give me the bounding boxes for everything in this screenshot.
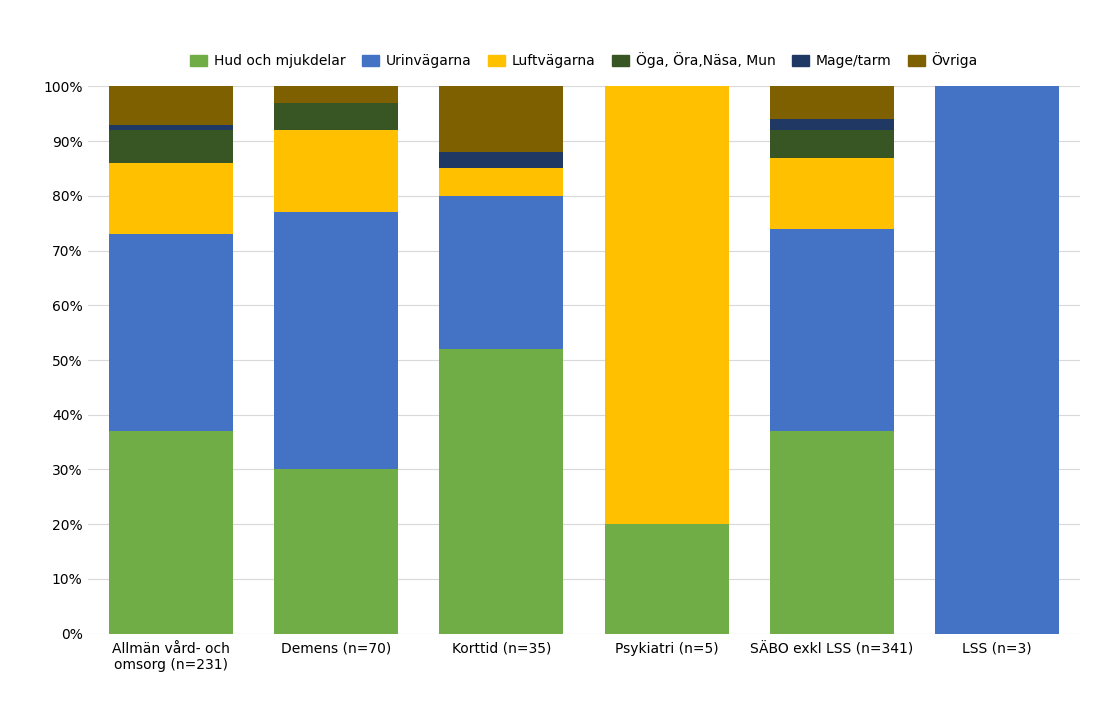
Bar: [274, 103, 398, 130]
Legend: Hud och mjukdelar, Urinvägarna, Luftvägarna, Öga, Öra,Näsa, Mun, Mage/tarm, Övri: Hud och mjukdelar, Urinvägarna, Luftväga…: [184, 47, 984, 74]
Bar: [440, 168, 563, 196]
Bar: [274, 130, 398, 212]
Bar: [274, 212, 398, 469]
Bar: [770, 130, 894, 158]
Bar: [109, 86, 233, 125]
Bar: [770, 120, 894, 130]
Bar: [274, 469, 398, 634]
Bar: [605, 524, 728, 634]
Bar: [109, 163, 233, 234]
Bar: [936, 86, 1059, 634]
Bar: [109, 234, 233, 431]
Bar: [605, 86, 728, 524]
Bar: [109, 125, 233, 130]
Bar: [440, 349, 563, 634]
Bar: [770, 431, 894, 634]
Bar: [770, 86, 894, 120]
Bar: [109, 130, 233, 163]
Bar: [770, 229, 894, 431]
Bar: [274, 86, 398, 103]
Bar: [440, 196, 563, 349]
Bar: [770, 158, 894, 229]
Bar: [440, 152, 563, 168]
Bar: [109, 431, 233, 634]
Bar: [440, 86, 563, 152]
